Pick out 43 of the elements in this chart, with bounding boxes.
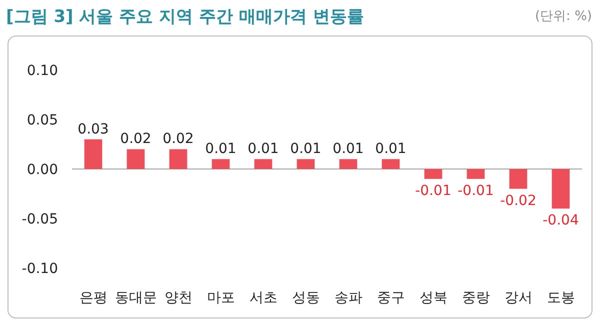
data-label: -0.01 [415,182,452,199]
bar [84,139,102,169]
data-label: 0.03 [78,121,109,138]
data-label: 0.01 [205,141,236,158]
y-tick-label: 0.05 [26,112,58,128]
y-tick-label: 0.00 [26,162,58,178]
bar [509,169,528,189]
x-tick-label: 성동 [292,290,320,306]
bar [552,169,570,209]
data-label: -0.04 [542,212,579,229]
bar [126,149,145,169]
bar [296,159,315,169]
data-label: 0.02 [120,131,152,148]
x-tick-label: 서초 [249,290,278,306]
data-label: -0.01 [458,182,494,199]
x-tick-label: 중구 [376,290,405,306]
bar [169,149,188,169]
x-tick-label: 강서 [504,290,532,306]
data-label: 0.02 [162,131,194,148]
x-tick-label: 중랑 [462,290,490,306]
y-tick-label: -0.10 [22,261,58,277]
data-label: 0.01 [375,141,406,158]
x-tick-label: 마포 [206,290,235,306]
x-tick-label: 양천 [164,290,192,306]
bar [382,159,400,169]
bar [424,169,442,179]
y-tick-label: -0.05 [22,212,58,228]
x-tick-label: 은평 [79,290,108,306]
bar [212,159,230,169]
data-label: 0.01 [332,141,364,158]
bar [466,169,485,179]
x-tick-label: 성북 [419,290,448,306]
data-label: 0.01 [248,141,279,158]
y-tick-label: 0.10 [26,63,58,79]
x-tick-label: 송파 [334,290,362,306]
x-tick-label: 동대문 [114,290,157,306]
text: (단위: %) [534,9,592,24]
data-label: 0.01 [290,141,322,158]
chart-title: [그림 3] 서울 주요 지역 주간 매매가격 변동률 [6,7,364,27]
bar [254,159,272,169]
data-label: -0.02 [500,192,536,209]
bar [339,159,358,169]
x-tick-label: 도봉 [546,290,575,306]
